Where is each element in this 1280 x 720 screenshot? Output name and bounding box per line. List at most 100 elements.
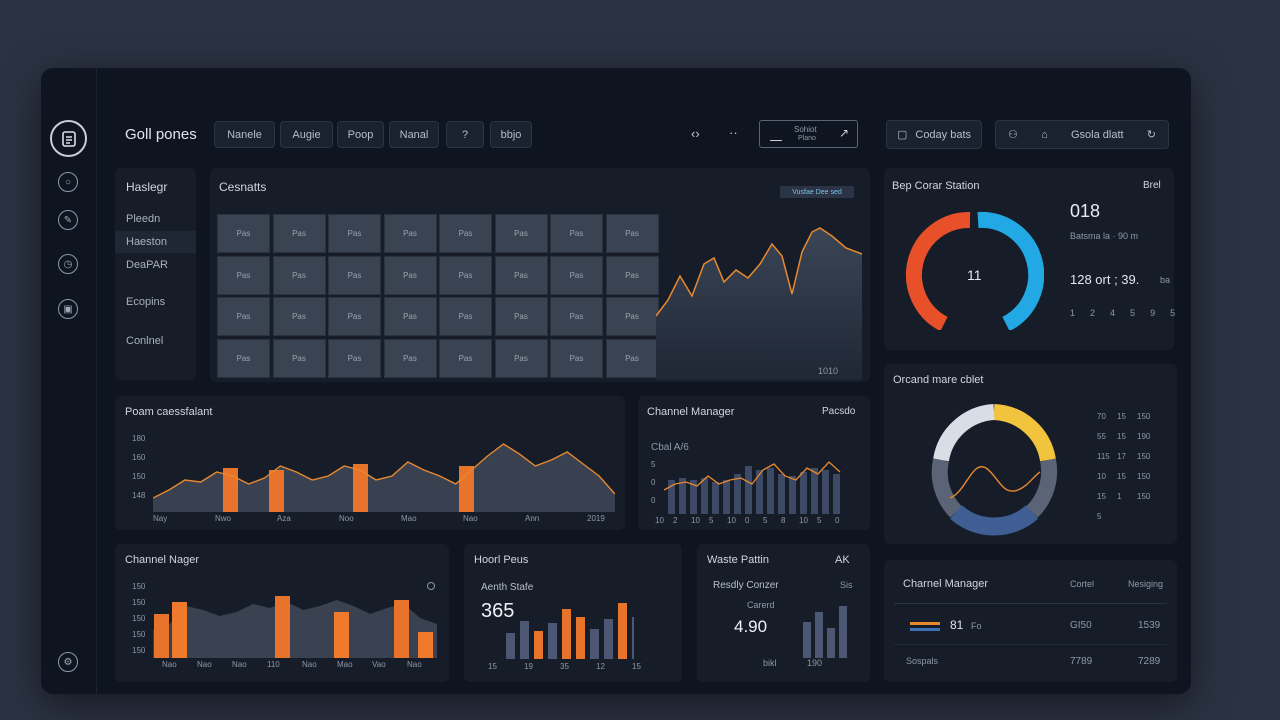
waste-foot2: 190 [807, 658, 823, 668]
waste-bar [803, 622, 811, 658]
search-box[interactable]: Sohiot Plano ↗ [759, 120, 858, 148]
grid-icon[interactable]: ▣ [58, 299, 78, 319]
channel2-title: Channel Nager [125, 554, 199, 566]
grid-cell[interactable]: Pas [494, 338, 548, 378]
ring-white [933, 404, 995, 462]
grid-cell[interactable]: Pas [550, 214, 603, 253]
grid-cell[interactable]: Pas [439, 297, 492, 336]
channel1-bar [822, 470, 829, 514]
hoorn-bar [534, 631, 543, 659]
search-bottom-label: Plano [798, 135, 816, 142]
edit-icon[interactable]: ✎ [58, 210, 78, 230]
grid-cell[interactable]: Pas [217, 255, 270, 295]
grid-cell[interactable]: Pas [383, 214, 437, 253]
channel1-title: Channel Manager [647, 406, 735, 418]
perf-bar [459, 466, 474, 512]
grid-cell[interactable]: Pas [439, 255, 492, 295]
grid-cell[interactable]: Pas [494, 214, 548, 253]
grid-cell[interactable]: Pas [328, 338, 381, 378]
waste-sublabel: Carerd [747, 600, 775, 610]
settings-icon[interactable]: ⚙ [58, 652, 78, 672]
channel2-x-tick: Nao [197, 660, 212, 669]
channel1-y-tick: 5 [651, 460, 656, 469]
channel1-bar [690, 480, 697, 514]
table-panel: Charnel Manager Cortel Nesiging 81 Fo GI… [884, 560, 1177, 682]
grid-cell[interactable]: Pas [328, 255, 381, 295]
grid-cell[interactable]: Pas [383, 338, 437, 378]
tab-4[interactable]: Nanal [389, 121, 439, 148]
tab-3[interactable]: Poop [337, 121, 384, 148]
grid-cell[interactable]: Pas [605, 338, 659, 378]
gauge-main-value: 018 [1070, 201, 1101, 221]
waste-foot: bikl [763, 658, 777, 668]
grid-cell[interactable]: Pas [328, 214, 381, 253]
more-icon[interactable]: ·· [729, 125, 738, 140]
table-title: Charnel Manager [903, 578, 988, 590]
user-icon: ⚇ [1008, 129, 1018, 141]
grid-cell[interactable]: Pas [550, 255, 603, 295]
channel1-panel: Channel Manager Pacsdo Cbal A/6 10 2 10 5 10… [638, 396, 870, 530]
grid-cell[interactable]: Pas [383, 297, 437, 336]
grid-cell[interactable]: Pas [605, 297, 659, 336]
channel1-bar [811, 468, 818, 514]
channel1-x-tick: 10 [655, 516, 664, 525]
app-logo-icon[interactable] [50, 120, 87, 157]
hoorn-chart [506, 603, 634, 659]
sidebar-item-4[interactable]: Ecopins [126, 296, 166, 308]
channel1-bar [712, 482, 719, 514]
main-legend[interactable]: Vusfae Dee sed [780, 186, 854, 198]
grid-cell[interactable]: Pas [439, 214, 492, 253]
grid-cell[interactable]: Pas [328, 297, 381, 336]
channel1-line [664, 461, 841, 491]
app-title: Goll pones [125, 126, 197, 143]
grid-cell[interactable]: Pas [550, 338, 603, 378]
grid-cell[interactable]: Pas [605, 255, 659, 295]
grid-cell[interactable]: Pas [217, 338, 270, 378]
grid-cell[interactable]: Pas [272, 297, 326, 336]
grid-cell[interactable]: Pas [217, 214, 270, 253]
dashboard-window: ○ ✎ ◷ ▣ ⚙ Goll pones Nanele Augie Poop N… [41, 68, 1191, 694]
tab-6[interactable]: bbjo [490, 121, 532, 148]
channel1-tag: Pacsdo [822, 406, 856, 417]
perf-bar [223, 468, 238, 512]
grid-cell[interactable]: Pas [217, 297, 270, 336]
table-row-2-name[interactable]: Sospals [906, 656, 939, 666]
table-row-1-name[interactable]: 81 [950, 618, 964, 632]
gauge-subtitle: Batsma la · 90 m [1070, 231, 1139, 241]
grid-cell[interactable]: Pas [272, 214, 326, 253]
tab-2[interactable]: Augie [280, 121, 333, 148]
hoorn-panel: Hoorl Peus Aenth Stafe 365 15 19 35 12 15 [464, 544, 682, 682]
main-area [656, 228, 862, 380]
grid-cell[interactable]: Pas [272, 338, 326, 378]
tab-1[interactable]: Nanele [214, 121, 275, 148]
grid-cell[interactable]: Pas [272, 255, 326, 295]
grid-cell[interactable]: Pas [494, 297, 548, 336]
nav-arrows-icon[interactable]: ‹› [691, 126, 700, 141]
perf-bars [223, 464, 474, 512]
grid-cell[interactable]: Pas [439, 338, 492, 378]
channel2-x-tick: Nao [302, 660, 317, 669]
grid-cell[interactable]: Pas [383, 255, 437, 295]
sidebar-item-2[interactable]: Haeston [126, 236, 167, 248]
grid-cell[interactable]: Pas [550, 297, 603, 336]
clock-icon[interactable]: ◷ [58, 254, 78, 274]
grid-cell[interactable]: Pas [494, 255, 548, 295]
tab-help[interactable]: ? [446, 121, 484, 148]
channel2-x-tick: Nao [232, 660, 247, 669]
table-header-1: Cortel [1070, 579, 1095, 589]
hoorn-x-tick: 15 [488, 662, 497, 671]
sidebar-item-5[interactable]: Conlnel [126, 335, 164, 347]
grid-cell[interactable]: Pas [605, 214, 659, 253]
channel1-bar [679, 478, 686, 514]
calendar-button[interactable]: ▢ Coday bats [886, 120, 982, 149]
channel2-x-tick: Mao [337, 660, 353, 669]
sidebar-item-1[interactable]: Pleedn [126, 213, 161, 225]
channel2-y-tick: 150 [132, 598, 146, 607]
channel2-info-icon[interactable] [427, 582, 435, 590]
account-button[interactable]: ⚇ ⌂ Gsola dlatt ↻ [995, 120, 1169, 149]
search-icon[interactable]: ○ [58, 172, 78, 192]
sidebar-item-3[interactable]: DeaPAR [126, 259, 168, 271]
row-swatch-blue [910, 628, 940, 631]
sidebar-item-active[interactable] [115, 231, 196, 253]
perf-panel: Poam caessfalant 180 160 150 148 Nay Nwo Aza N… [115, 396, 625, 530]
